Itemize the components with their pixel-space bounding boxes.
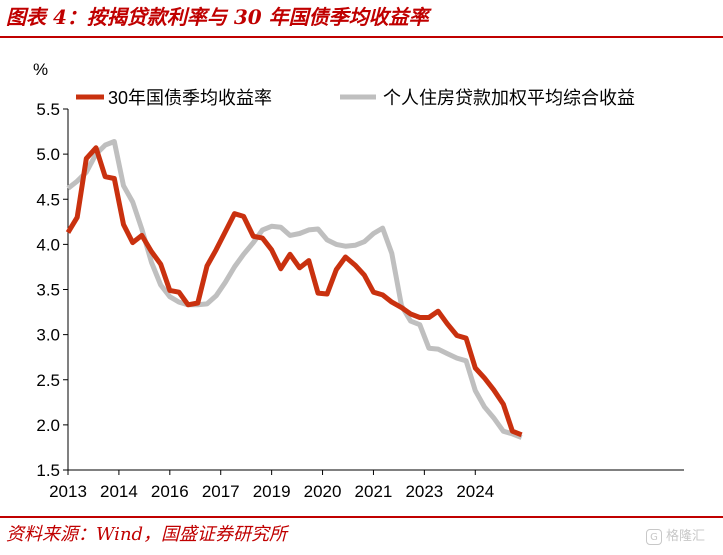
x-tick-label: 2019 xyxy=(253,482,291,501)
y-tick-label: 3.5 xyxy=(36,281,60,300)
series-line-2 xyxy=(66,139,523,440)
x-tick-label: 2021 xyxy=(355,482,393,501)
y-axis-label: % xyxy=(33,60,48,79)
x-tick-label: 2014 xyxy=(100,482,138,501)
source-note: 资料来源：Wind，国盛证券研究所 xyxy=(6,524,288,545)
y-tick-label: 1.5 xyxy=(36,461,60,480)
line-chart: 1.5 2.0 2.5 3.0 3.5 4.0 4.5 5.0 5.5 2013 2014 2016 2… xyxy=(33,60,684,501)
x-tick-label: 2017 xyxy=(202,482,240,501)
watermark-logo-icon: G xyxy=(646,529,662,545)
chart-legend: 30年国债季均收益率 个人住房贷款加权平均综合收益 xyxy=(76,88,635,108)
watermark: G 格隆汇 xyxy=(646,526,705,548)
x-tick-label: 2013 xyxy=(49,482,87,501)
y-tick-label: 2.5 xyxy=(36,371,60,390)
x-tick-label: 2023 xyxy=(405,482,443,501)
y-tick-label: 5.5 xyxy=(36,100,60,119)
y-tick-label: 4.0 xyxy=(36,235,60,254)
figure-title: 图表 4：按揭贷款利率与 30 年国债季均收益率 xyxy=(6,5,429,29)
legend-label-1: 30年国债季均收益率 xyxy=(108,88,272,108)
y-tick-label: 2.0 xyxy=(36,416,60,435)
x-tick-label: 2020 xyxy=(304,482,342,501)
legend-label-2: 个人住房贷款加权平均综合收益 xyxy=(383,88,635,108)
x-tick-label: 2024 xyxy=(456,482,494,501)
series-line-1 xyxy=(65,145,523,438)
chart-axes: 1.5 2.0 2.5 3.0 3.5 4.0 4.5 5.0 5.5 2013 2014 2016 2… xyxy=(33,60,684,501)
y-tick-label: 3.0 xyxy=(36,326,60,345)
y-tick-label: 5.0 xyxy=(36,145,60,164)
watermark-text: 格隆汇 xyxy=(666,529,706,544)
title-divider xyxy=(0,36,723,38)
y-tick-label: 4.5 xyxy=(36,190,60,209)
series-lines xyxy=(65,139,523,440)
source-divider xyxy=(0,516,723,518)
x-tick-label: 2016 xyxy=(151,482,189,501)
